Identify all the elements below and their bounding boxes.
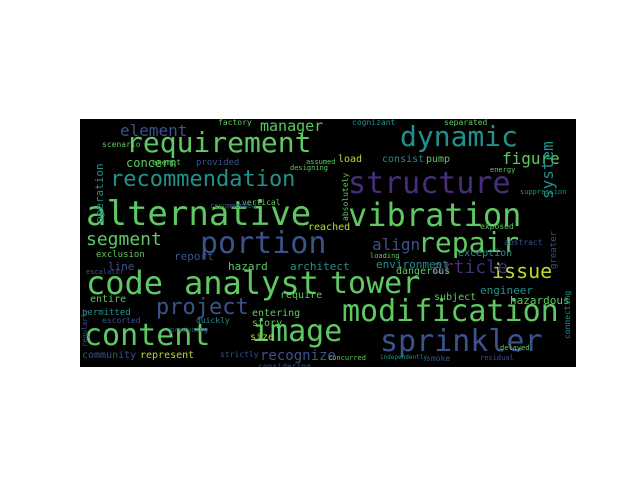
- word-size: size: [250, 332, 275, 343]
- word-entering: entering: [252, 308, 301, 319]
- word-cloud: alternative vibration code analyst tower…: [80, 119, 576, 367]
- word-vertical: vertical: [242, 198, 281, 207]
- word-recommended: recommended: [210, 202, 257, 210]
- word-portion: portion: [200, 226, 327, 261]
- word-independently: independently: [380, 354, 427, 361]
- word-greater: greater: [549, 231, 559, 269]
- word-report: report: [174, 250, 214, 263]
- word-load: load: [338, 154, 363, 165]
- word-cognizant: cognizant: [352, 119, 396, 127]
- word-escorted: escorted: [102, 316, 141, 325]
- word-pump: pump: [426, 154, 451, 165]
- word-consist: consist: [382, 154, 425, 165]
- word-structure: structure: [348, 166, 511, 201]
- word-sprinkler: sprinkler: [380, 324, 543, 359]
- word-escalator: escalator: [86, 268, 124, 276]
- word-energy: energy: [490, 166, 516, 174]
- word-loading: loading: [370, 252, 400, 260]
- word-requirement: requirement: [126, 126, 312, 159]
- word-scenario: scenario: [102, 140, 141, 149]
- word-issue: issue: [492, 259, 553, 283]
- word-concern: concern: [126, 156, 177, 170]
- word-smoke: smoke: [426, 354, 451, 363]
- word-represent: represent: [140, 350, 195, 361]
- word-absolutely: absolutely: [341, 172, 350, 221]
- word-hazardous: hazardous: [510, 294, 570, 307]
- word-line: line: [108, 260, 135, 273]
- word-assumed: assumed: [306, 158, 336, 166]
- word-repair: repair: [418, 226, 520, 259]
- word-project: project: [156, 295, 249, 320]
- word-suppression: suppression: [520, 188, 567, 196]
- word-architect: architect: [290, 260, 350, 273]
- word-story: story: [252, 318, 283, 329]
- word-reached: reached: [308, 222, 351, 233]
- word-delayed: delayed: [500, 344, 530, 352]
- word-entire: entire: [90, 294, 127, 305]
- word-analyst: analyst: [184, 264, 319, 302]
- word-residual: residual: [480, 354, 514, 362]
- word-provided: provided: [196, 158, 240, 168]
- word-abstract: abstract: [504, 238, 543, 247]
- word-strictly: strictly: [220, 350, 259, 359]
- word-connecting: connecting: [563, 290, 572, 339]
- word-exempt: exempt: [152, 158, 181, 167]
- word-dangerous: dangerous: [396, 266, 451, 277]
- word-modification: modification: [342, 294, 559, 329]
- word-dynamic: dynamic: [400, 120, 519, 153]
- word-separated: separated: [444, 119, 488, 127]
- word-operation: operation: [93, 163, 106, 223]
- word-engineer: engineer: [480, 284, 533, 297]
- word-figure: figure: [502, 149, 560, 168]
- word-align: align: [372, 235, 421, 254]
- word-producing: producing: [170, 326, 208, 334]
- word-exception: exception: [458, 248, 513, 259]
- word-considering: considering: [258, 362, 311, 368]
- word-designing: designing: [290, 164, 328, 172]
- word-community: community: [82, 350, 137, 361]
- word-segment: segment: [86, 229, 162, 250]
- word-exposed: exposed: [480, 222, 514, 231]
- word-exclusion: exclusion: [96, 250, 145, 260]
- word-article: article: [432, 257, 508, 278]
- word-quickly: quickly: [196, 316, 230, 325]
- word-recommendation: recommendation: [110, 167, 296, 192]
- word-alternative: alternative: [86, 194, 312, 234]
- word-require: require: [280, 290, 323, 301]
- word-content: content: [84, 318, 211, 353]
- word-vibration: vibration: [348, 196, 522, 234]
- word-tower: tower: [330, 266, 421, 301]
- word-subject: subject: [434, 292, 477, 303]
- word-element: element: [120, 121, 188, 140]
- word-hazard: hazard: [228, 260, 268, 273]
- word-environment: environment: [376, 258, 449, 271]
- word-manager: manager: [260, 119, 324, 135]
- word-recognize: recognize: [260, 348, 336, 364]
- word-factory: factory: [218, 119, 252, 127]
- word-permitted: permitted: [82, 308, 131, 318]
- word-image: image: [252, 314, 343, 349]
- word-concurred: concurred: [328, 354, 366, 362]
- word-code: code: [86, 264, 164, 302]
- word-regularly: regularly: [81, 309, 89, 347]
